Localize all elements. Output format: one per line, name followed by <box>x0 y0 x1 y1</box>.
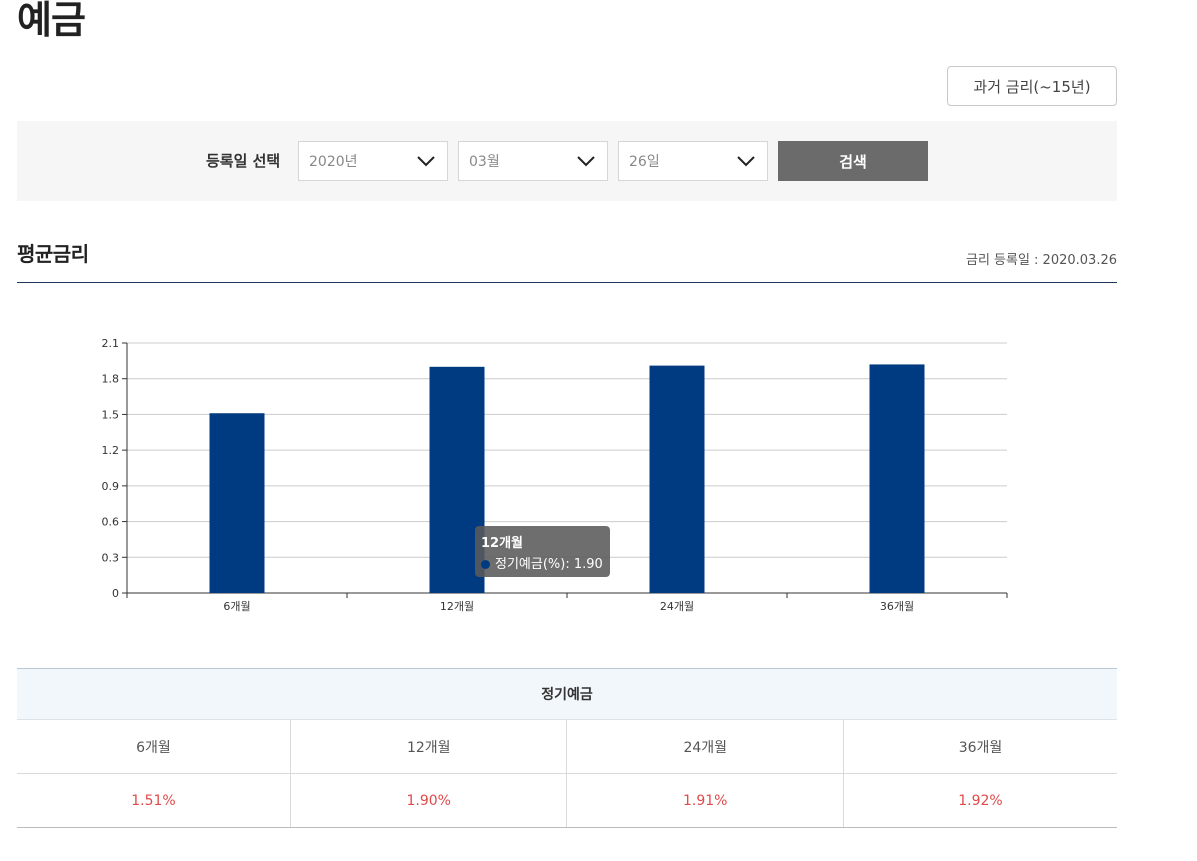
bar-36개월 <box>869 364 925 593</box>
y-tick-label: 0.9 <box>102 480 120 493</box>
year-select-value: 2020년 <box>309 154 358 170</box>
x-tick-label: 6개월 <box>223 600 250 613</box>
chevron-down-icon <box>577 156 595 167</box>
y-tick-label: 0 <box>112 587 119 600</box>
rate-table: 정기예금 6개월 12개월 24개월 36개월 1.51% 1.90% 1.91… <box>17 668 1117 828</box>
tooltip-value: 정기예금(%): 1.90 <box>495 557 603 572</box>
x-tick-label: 12개월 <box>440 600 474 613</box>
y-tick-label: 0.3 <box>102 551 120 564</box>
x-tick-label: 24개월 <box>660 600 694 613</box>
period-header-24m: 24개월 <box>566 719 844 774</box>
chevron-down-icon <box>737 156 755 167</box>
tooltip-title: 12개월 <box>481 536 524 551</box>
chevron-down-icon <box>417 156 435 167</box>
period-header-12m: 12개월 <box>290 719 568 774</box>
search-panel: 등록일 선택 2020년 03월 26일 검색 <box>17 121 1117 201</box>
month-select-value: 03월 <box>469 154 500 170</box>
y-tick-label: 0.6 <box>102 516 120 529</box>
y-tick-label: 1.2 <box>102 444 120 457</box>
bar-6개월 <box>209 413 265 593</box>
rate-register-date: 금리 등록일 : 2020.03.26 <box>965 253 1117 268</box>
x-tick-label: 36개월 <box>880 600 914 613</box>
y-tick-label: 2.1 <box>102 337 120 350</box>
rate-value-6m: 1.51% <box>17 773 291 828</box>
period-header-6m: 6개월 <box>17 719 291 774</box>
table-group-header: 정기예금 <box>17 668 1117 720</box>
history-rates-button[interactable]: 과거 금리(~15년) <box>947 66 1117 106</box>
y-tick-label: 1.8 <box>102 373 120 386</box>
period-header-36m: 36개월 <box>843 719 1117 774</box>
register-date-label: 등록일 선택 <box>206 152 281 170</box>
rate-value-36m: 1.92% <box>843 773 1117 828</box>
y-tick-label: 1.5 <box>102 408 120 421</box>
average-rate-bar-chart: 0 0.3 0.6 0.9 1.2 1.5 1.8 2.1 6개월 12개월 24개월 36개월 <box>102 337 1008 613</box>
bar-24개월 <box>649 365 705 593</box>
rate-value-12m: 1.90% <box>290 773 568 828</box>
month-select[interactable]: 03월 <box>458 141 608 181</box>
day-select-value: 26일 <box>629 154 660 170</box>
chart-tooltip: 12개월 정기예금(%): 1.90 <box>475 526 610 577</box>
section-title: 평균금리 <box>17 242 89 266</box>
section-divider <box>17 282 1117 283</box>
page-title: 예금 <box>17 0 86 42</box>
day-select[interactable]: 26일 <box>618 141 768 181</box>
rate-value-24m: 1.91% <box>566 773 844 828</box>
year-select[interactable]: 2020년 <box>298 141 448 181</box>
search-button[interactable]: 검색 <box>778 141 928 181</box>
series-dot-icon <box>481 560 490 569</box>
